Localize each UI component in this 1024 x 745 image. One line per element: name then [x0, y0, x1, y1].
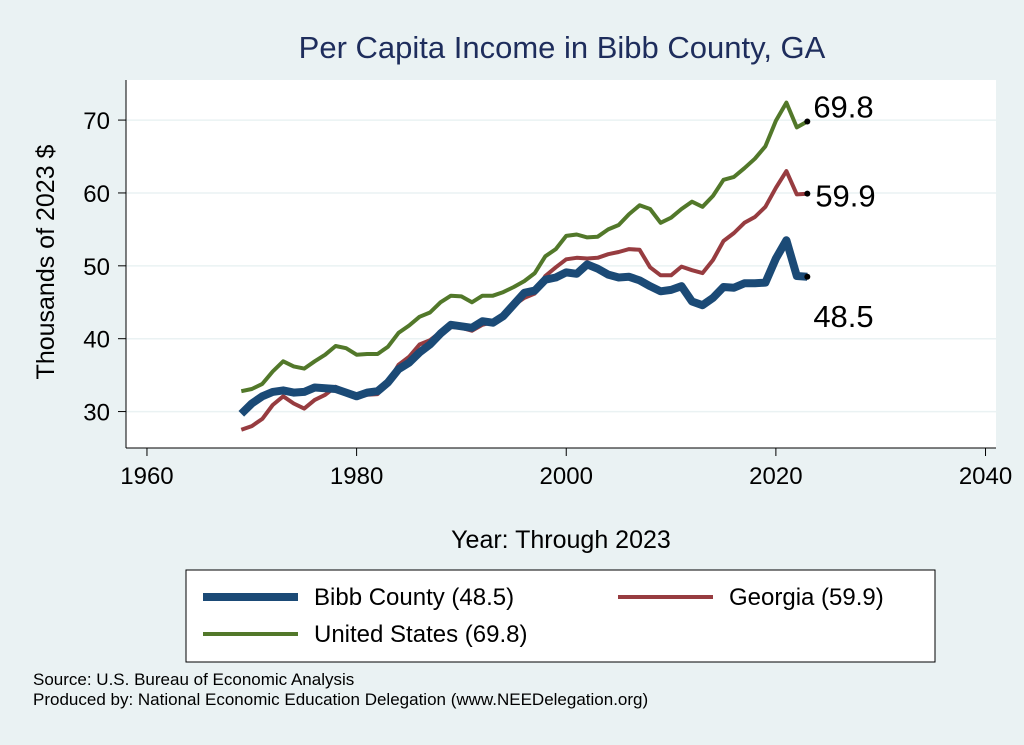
produced-by-note: Produced by: National Economic Education…	[33, 690, 649, 709]
y-tick-label-40: 40	[83, 327, 110, 354]
x-tick-label-2000: 2000	[540, 463, 593, 490]
legend-label-georgia: Georgia (59.9)	[729, 584, 884, 611]
axis-ticks: 1960 1980 2000 2020 2040 30 40 50 60 70	[83, 108, 1012, 490]
x-axis-label: Year: Through 2023	[451, 526, 671, 554]
y-tick-label-70: 70	[83, 108, 110, 135]
chart-title: Per Capita Income in Bibb County, GA	[299, 30, 826, 65]
x-tick-label-1980: 1980	[330, 463, 383, 490]
end-marker-georgia	[804, 190, 811, 197]
x-tick-label-1960: 1960	[120, 463, 173, 490]
y-tick-label-50: 50	[83, 254, 110, 281]
series-line-united-states	[240, 100, 809, 394]
y-tick-label-60: 60	[83, 181, 110, 208]
legend-label-bibb-county: Bibb County (48.5)	[314, 584, 514, 611]
x-tick-label-2020: 2020	[749, 463, 802, 490]
series-lines	[238, 100, 809, 432]
series-line-bibb-county	[238, 236, 808, 417]
legend-box	[185, 569, 936, 663]
x-tick-label-2040: 2040	[959, 463, 1012, 490]
source-note: Source: U.S. Bureau of Economic Analysis	[33, 670, 355, 689]
y-axis-label: Thousands of 2023 $	[32, 144, 60, 379]
end-marker-bibb-county	[804, 273, 811, 280]
legend: Bibb County (48.5) Georgia (59.9) United S…	[185, 569, 936, 663]
end-label-georgia: 59.9	[815, 179, 875, 214]
end-labels: 69.8 59.9 48.5	[804, 90, 876, 334]
end-label-bibb-county: 48.5	[813, 299, 873, 334]
y-tick-label-30: 30	[83, 400, 110, 427]
legend-label-united-states: United States (69.8)	[314, 621, 527, 648]
end-label-united-states: 69.8	[813, 90, 873, 125]
end-marker-united-states	[804, 118, 811, 125]
